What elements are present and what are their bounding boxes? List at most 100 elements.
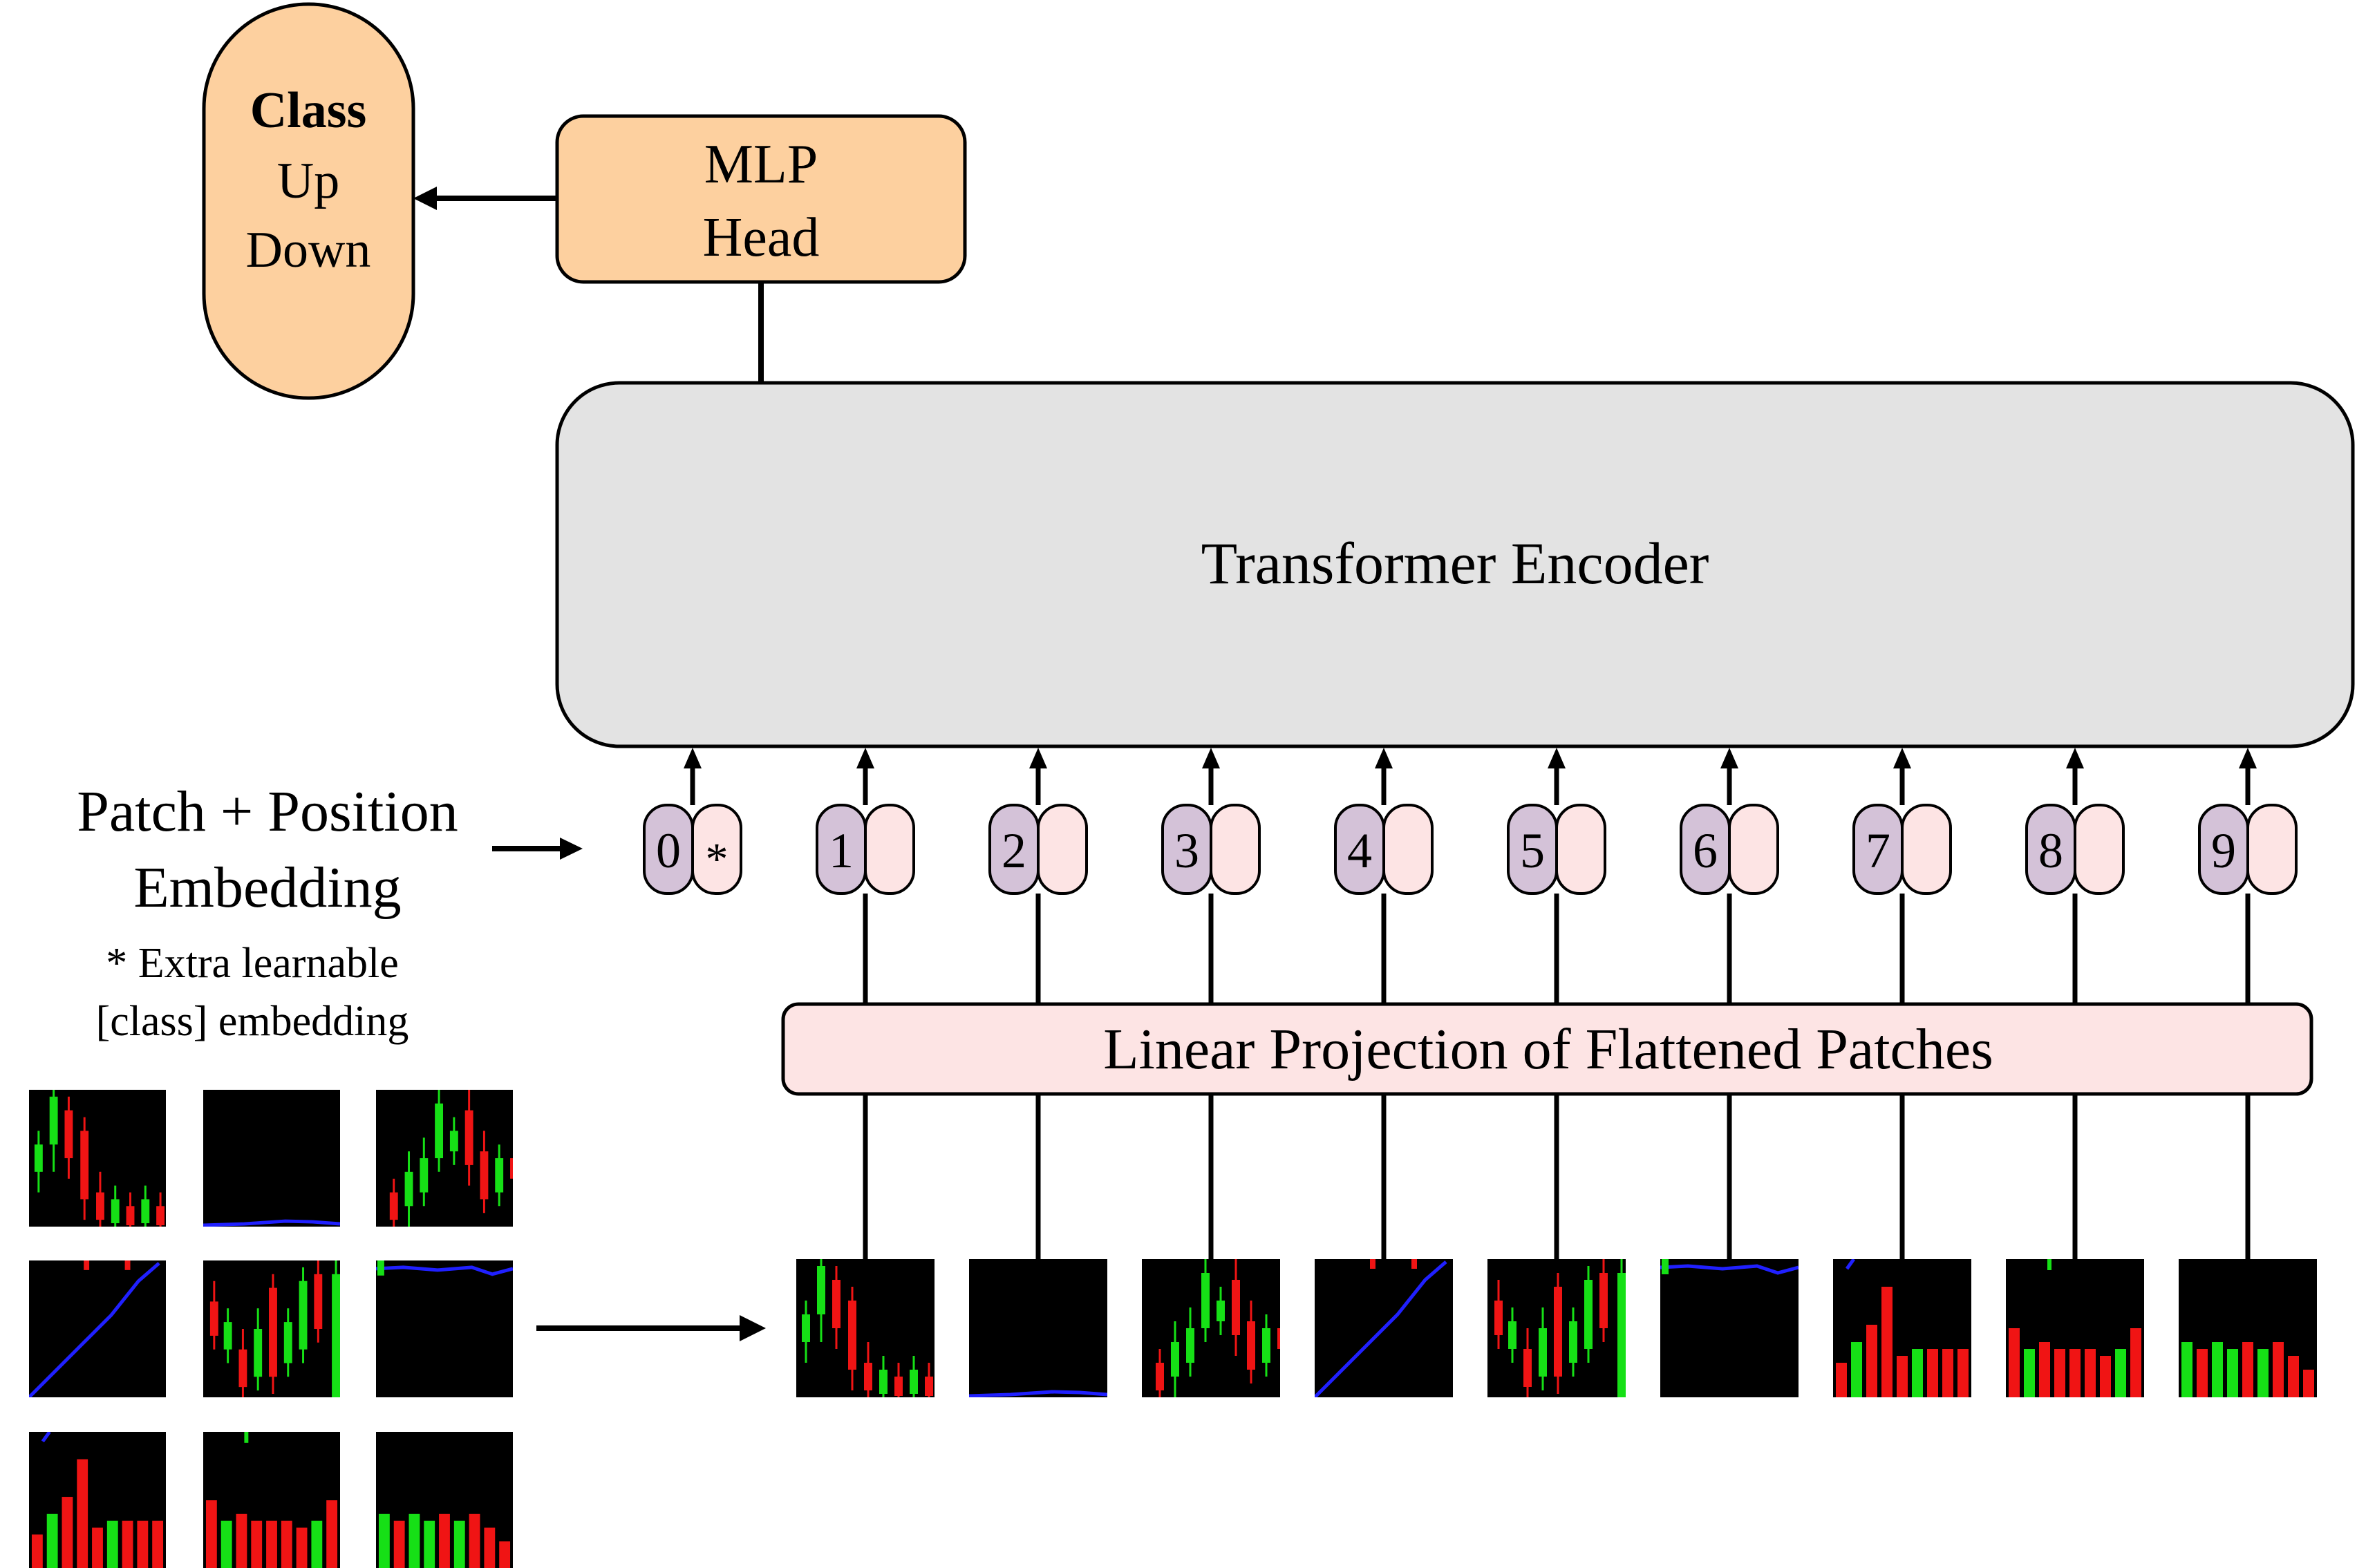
sequence-patch-3 (1142, 1259, 1280, 1397)
patch-volume-bar (1927, 1349, 1938, 1397)
transformer-encoder-shape (555, 381, 2355, 748)
flattened-patch-sequence (796, 1094, 2317, 1397)
patch-trend-line (1845, 1259, 1856, 1270)
patch-volume-bar (453, 1520, 465, 1568)
grid-patch-5 (203, 1260, 340, 1398)
grid-patch-8 (203, 1432, 340, 1568)
token-arrow-head (1375, 748, 1393, 768)
patch-volume-bar (2273, 1342, 2284, 1397)
patch-candle (84, 1260, 90, 1270)
patch-content (1660, 1259, 1799, 1275)
patch-candle (1201, 1273, 1210, 1328)
patch-volume-bar (2242, 1342, 2253, 1397)
patch-volume-bar (484, 1527, 496, 1568)
token-arrow-head (2066, 748, 2084, 768)
token-arrow-head (1720, 748, 1738, 768)
patch-volume-bar (122, 1520, 133, 1568)
sequence-patch-5 (1487, 1259, 1626, 1397)
grid-patch-4 (29, 1260, 166, 1398)
patch-candle (1370, 1259, 1375, 1269)
patch-volume-bar (106, 1520, 118, 1568)
patch-volume-bar (2024, 1349, 2035, 1397)
patch-volume-bar (2054, 1349, 2065, 1397)
patch-volume-bar (46, 1513, 58, 1568)
patch-background (376, 1090, 513, 1227)
patch-trend-line (41, 1432, 51, 1443)
patch-candle (124, 1260, 131, 1270)
patch-volume-bar (2257, 1349, 2269, 1397)
patch-trend-line (376, 1265, 514, 1276)
patch-content (203, 1219, 341, 1227)
patch-candle (1584, 1280, 1593, 1349)
patch-background (376, 1260, 513, 1397)
token-embeddings: 0 * 1 2 3 4 5 6 7 8 9 (643, 748, 2298, 1004)
patch-content (969, 1390, 1107, 1397)
linear-projection-shape (781, 1002, 2313, 1096)
sequence-patch-9 (2179, 1259, 2317, 1397)
patch-volume-bar (439, 1513, 450, 1568)
patch-content (2009, 1259, 2141, 1397)
token-embedding-1: 1 (816, 748, 915, 1004)
patch-candle (238, 1349, 247, 1388)
token-arrow-head (684, 748, 702, 768)
token-arrow-head (2239, 748, 2257, 768)
patch-candle (332, 1274, 340, 1397)
token-arrow-head (1893, 748, 1911, 768)
patch-trend-line (1660, 1264, 1799, 1275)
patch-content (1836, 1259, 1969, 1397)
token-position-label: 5 (1520, 823, 1545, 878)
patch-volume-bar (92, 1527, 103, 1568)
patch-candle (111, 1199, 120, 1224)
patch-volume-bar (220, 1520, 232, 1568)
patch-candle (223, 1322, 232, 1350)
patch-candle (126, 1206, 135, 1226)
patch-volume-bar (2303, 1370, 2314, 1397)
patch-volume-bar (1942, 1349, 1953, 1397)
patch-volume-bar (281, 1520, 292, 1568)
patch-candle (1599, 1273, 1608, 1328)
patch-background (969, 1259, 1107, 1397)
patch-candle (510, 1158, 514, 1179)
class-token-marker: * (706, 834, 729, 885)
patch-content (802, 1259, 933, 1397)
patch-embedding-capsule (1037, 804, 1088, 895)
patch-candle (1554, 1287, 1562, 1377)
token-embedding-2: 2 (988, 748, 1088, 1004)
patch-volume-bar (424, 1520, 435, 1568)
patch-candle (2047, 1259, 2051, 1270)
token-arrow-head (1202, 748, 1220, 768)
patch-embedding-capsule (1382, 804, 1434, 895)
patch-volume-bar (378, 1513, 390, 1568)
token-position-label: 6 (1693, 823, 1718, 878)
grid-patch-6 (376, 1260, 514, 1397)
patch-content (1315, 1259, 1447, 1397)
grid-patch-1 (29, 1090, 166, 1227)
patch-volume-bar (393, 1520, 405, 1568)
patch-candle (96, 1192, 104, 1220)
patch-candle (1494, 1301, 1503, 1335)
token-position-label: 7 (1866, 823, 1890, 878)
patch-candle (1171, 1342, 1179, 1377)
patch-background (1660, 1259, 1799, 1397)
patch-candle (1156, 1363, 1164, 1390)
patch-volume-bar (31, 1534, 43, 1568)
token-position-label: 9 (2211, 823, 2236, 878)
token-embedding-5: 5 (1507, 748, 1606, 1004)
patch-candle (1411, 1259, 1417, 1269)
transformer-encoder-label: Transformer Encoder (1201, 530, 1709, 596)
patch-content (376, 1260, 514, 1276)
token-position-label: 4 (1347, 823, 1372, 878)
patch-volume-bar (2069, 1349, 2081, 1397)
patch-volume-bar (296, 1527, 308, 1568)
grid-patch-9 (376, 1432, 513, 1568)
grid-patch-3 (376, 1090, 514, 1227)
patch-embedding-capsule (1555, 804, 1606, 895)
patch-candle (480, 1151, 489, 1200)
token-position-label: 2 (1002, 823, 1026, 878)
patch-volume-bar (2100, 1356, 2111, 1397)
patch-embedding-capsule (864, 804, 915, 895)
output-class-shape (202, 2, 415, 400)
patch-volume-bar (469, 1513, 480, 1568)
patch-candle (1217, 1301, 1225, 1321)
